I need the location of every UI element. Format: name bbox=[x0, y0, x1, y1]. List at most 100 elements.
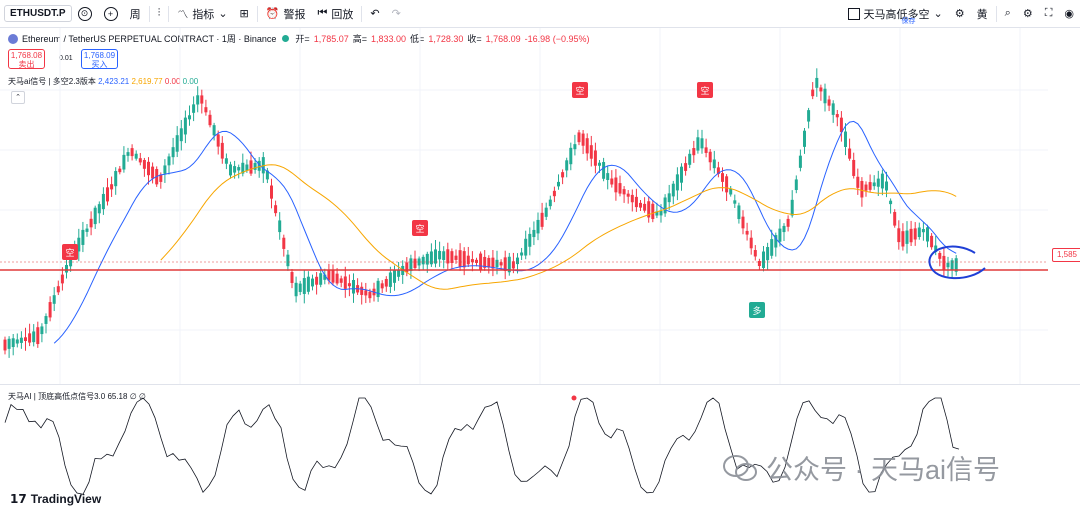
current-price-tag: 1,585 bbox=[1052, 248, 1080, 262]
candle-body bbox=[839, 117, 843, 133]
close-label: 收= bbox=[467, 34, 482, 44]
indicators-button[interactable]: 〽指标 ⌄ bbox=[171, 0, 233, 27]
indicator-legend-oscillator[interactable]: 天马AI | 顶底高低点信号3.0 65.18 ∅ ∅ bbox=[8, 391, 146, 402]
add-symbol-icon[interactable]: + bbox=[98, 0, 124, 27]
candle-body bbox=[245, 164, 249, 171]
candle-body bbox=[803, 130, 806, 147]
wechat-watermark: 公众号 · 天马ai信号 bbox=[722, 448, 1000, 487]
indicators-label: 指标 bbox=[192, 8, 215, 21]
symbol-selector[interactable]: ETHUSDT.P bbox=[4, 5, 72, 22]
pane-divider[interactable] bbox=[0, 384, 1080, 385]
divider bbox=[995, 5, 997, 22]
undo-icon[interactable]: ↶ bbox=[370, 8, 380, 20]
candle-body bbox=[458, 250, 462, 267]
camera-icon[interactable]: ◉ bbox=[1064, 8, 1074, 20]
candle-body bbox=[282, 237, 286, 249]
candle-body bbox=[462, 251, 466, 268]
compare-icon[interactable]: ⊙ bbox=[72, 0, 98, 27]
collapse-legend-icon[interactable]: ⌃ bbox=[11, 91, 25, 104]
instrument-title[interactable]: Ethereum / TetherUS PERPETUAL CONTRACT ·… bbox=[22, 34, 277, 44]
chevron-down-icon: ⌄ bbox=[933, 8, 943, 20]
low-label: 低= bbox=[410, 34, 425, 44]
candle-body bbox=[737, 205, 741, 220]
candle-body bbox=[278, 220, 282, 233]
candle-body bbox=[491, 257, 495, 269]
candle-body bbox=[347, 283, 351, 287]
sell-button[interactable]: 1,768.08 卖出 bbox=[8, 49, 45, 69]
candle-body bbox=[868, 182, 872, 190]
settings-sliders-icon[interactable]: ⚙ bbox=[954, 8, 965, 20]
redo-icon[interactable]: ↷ bbox=[391, 8, 401, 20]
gear-icon[interactable]: ⚙ bbox=[1022, 8, 1033, 20]
symbol-legend: Ethereum / TetherUS PERPETUAL CONTRACT ·… bbox=[8, 32, 589, 45]
candle-body bbox=[93, 207, 97, 225]
candle-body bbox=[224, 158, 228, 164]
candle-body bbox=[721, 173, 724, 182]
candle-body bbox=[532, 229, 536, 238]
alert-button[interactable]: ⏰ 警报 bbox=[260, 0, 312, 27]
candle-body bbox=[880, 173, 884, 189]
candle-body bbox=[167, 156, 171, 166]
candle-body bbox=[32, 331, 36, 343]
candle-body bbox=[442, 251, 446, 261]
divider bbox=[256, 5, 258, 22]
annotation-ellipse bbox=[928, 245, 986, 280]
candle-body bbox=[413, 258, 417, 269]
candle-body bbox=[565, 160, 569, 171]
candle-body bbox=[434, 249, 437, 264]
candle-body bbox=[815, 77, 819, 88]
candle-body bbox=[930, 235, 934, 248]
candle-body bbox=[934, 245, 938, 252]
candle-body bbox=[97, 204, 101, 214]
candle-body bbox=[171, 147, 175, 158]
replay-button[interactable]: ⏮ 回放 bbox=[311, 0, 359, 27]
candle-body bbox=[786, 218, 790, 227]
candle-body bbox=[188, 115, 191, 120]
candle-body bbox=[241, 162, 245, 174]
close-value: 1,768.09 bbox=[485, 33, 521, 44]
layouts-icon[interactable]: ⊞ bbox=[239, 8, 249, 20]
short-signal-label: 空 bbox=[65, 247, 74, 258]
candle-body bbox=[85, 228, 89, 232]
divider bbox=[361, 5, 363, 22]
candle-body bbox=[856, 176, 860, 188]
candle-body bbox=[926, 227, 929, 242]
watermark-text: 公众号 · 天马ai信号 bbox=[766, 455, 1001, 485]
candle-body bbox=[331, 270, 335, 283]
candle-body bbox=[196, 95, 200, 105]
high-label: 高= bbox=[352, 34, 367, 44]
indicator-value-1: 2,423.21 bbox=[98, 77, 130, 86]
candle-body bbox=[651, 203, 655, 220]
tradingview-logo[interactable]: 𝟭𝟳 TradingView bbox=[10, 492, 101, 506]
ideas-icon[interactable]: 黄 bbox=[976, 8, 988, 21]
buy-button[interactable]: 1,768.09 买入 bbox=[81, 49, 118, 69]
candle-body bbox=[573, 144, 577, 150]
candle-body bbox=[696, 137, 700, 151]
search-icon[interactable]: ⌕ bbox=[1004, 7, 1011, 19]
long-signal-label: 多 bbox=[752, 305, 761, 316]
indicator-legend-main[interactable]: 天马ai信号 | 多空2.3版本 2,423.21 2,619.77 0.00 … bbox=[8, 76, 198, 87]
candle-body bbox=[446, 249, 450, 264]
candle-body bbox=[368, 291, 372, 299]
candle-body bbox=[376, 280, 380, 298]
candles-icon[interactable]: ⫶ bbox=[157, 7, 161, 19]
layout-square-icon bbox=[847, 7, 860, 20]
candle-body bbox=[110, 184, 114, 190]
divider bbox=[148, 5, 150, 22]
candle-body bbox=[60, 274, 64, 284]
layout-menu[interactable]: 天马高低多空 保存 ⌄ bbox=[842, 0, 949, 27]
candle-body bbox=[524, 238, 528, 256]
candle-body bbox=[298, 283, 302, 292]
candle-body bbox=[65, 264, 68, 273]
layout-name: 天马高低多空 bbox=[863, 8, 930, 21]
interval-button[interactable]: 周 bbox=[129, 8, 141, 21]
slow-ma-line bbox=[160, 164, 957, 290]
candle-body bbox=[827, 99, 831, 106]
candle-body bbox=[520, 252, 524, 256]
oscillator-value: 65.18 bbox=[107, 392, 128, 401]
candle-body bbox=[626, 193, 630, 197]
candle-body bbox=[905, 230, 909, 244]
candle-body bbox=[716, 167, 720, 174]
fullscreen-icon[interactable]: ⛶ bbox=[1044, 7, 1053, 19]
